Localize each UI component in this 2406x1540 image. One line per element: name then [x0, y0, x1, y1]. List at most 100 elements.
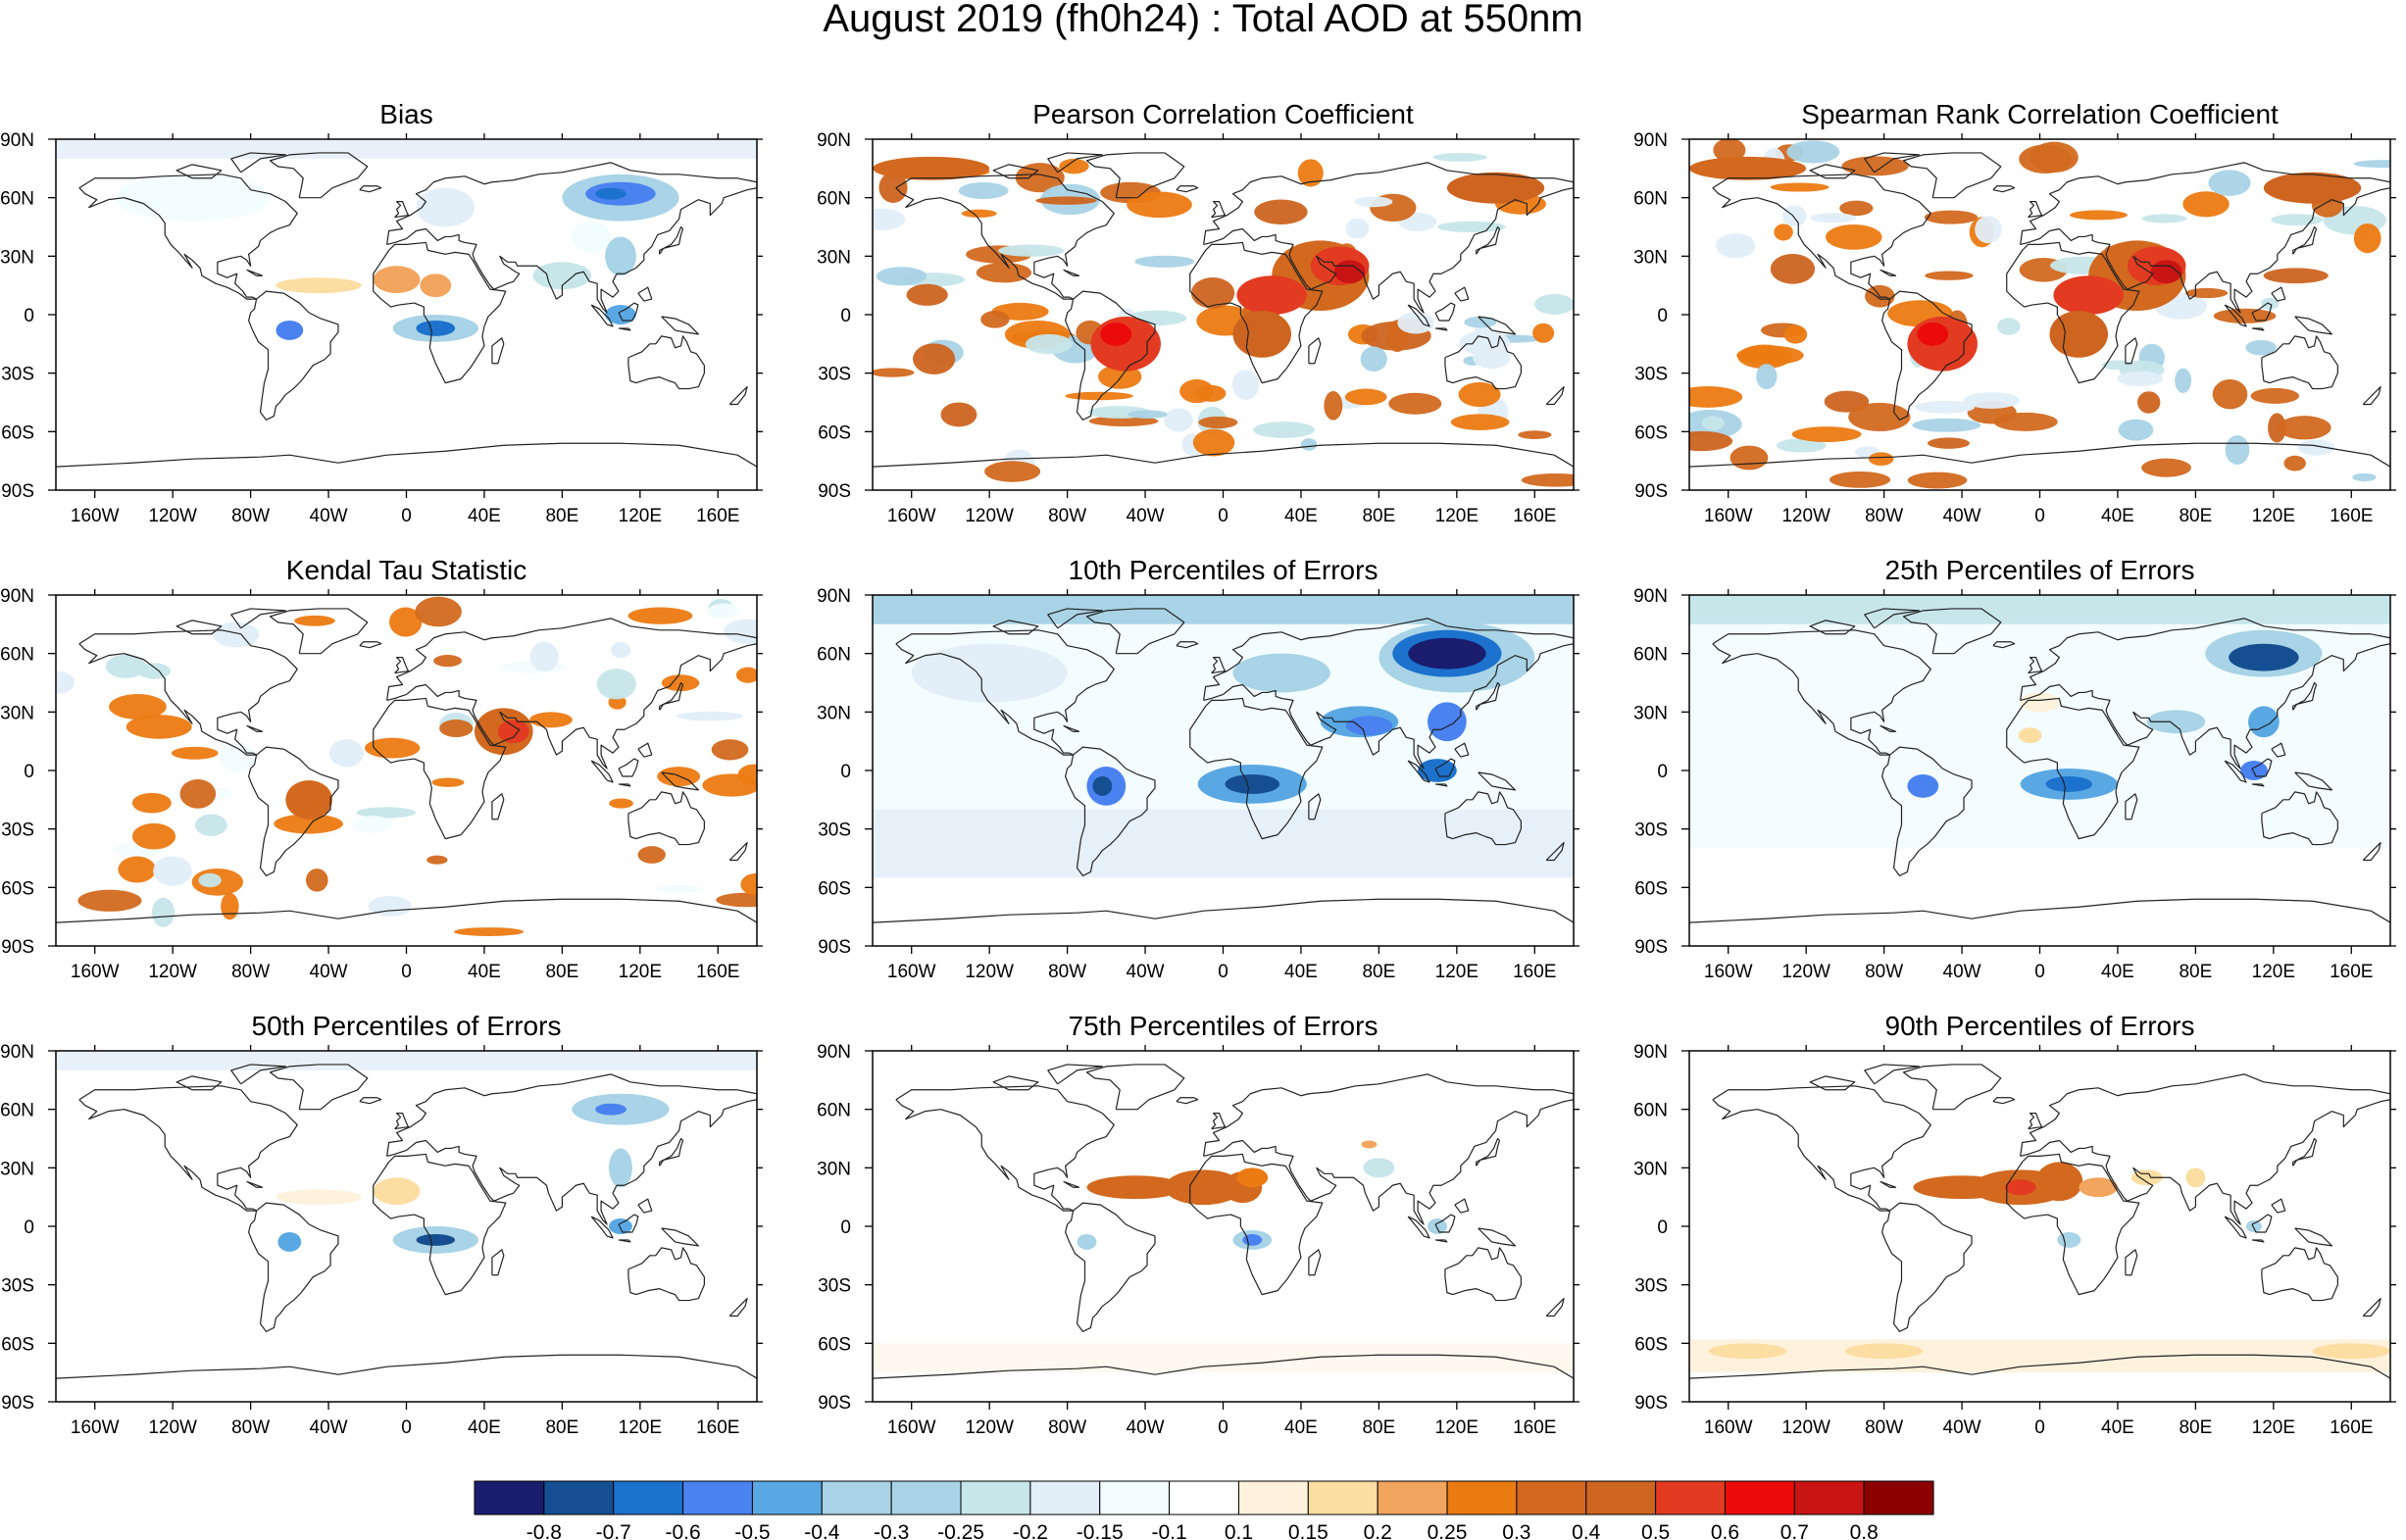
- map-panel: 90th Percentiles of Errors 160W 120W 80W 40W…: [1633, 1011, 2396, 1438]
- lon-label: 120W: [1781, 506, 1830, 526]
- lon-label: 160E: [2330, 1417, 2373, 1438]
- figure-title: August 2019 (fh0h24) : Total AOD at 550n…: [823, 0, 1582, 40]
- lat-label: 90S: [1634, 1393, 1668, 1414]
- lon-label: 120W: [1781, 962, 1830, 982]
- lon-label: 80W: [1865, 962, 1903, 982]
- lon-label: 160W: [1704, 506, 1753, 526]
- map-panel: Pearson Correlation Coefficient 160W 120W 8…: [817, 99, 1579, 526]
- map-area: [1689, 595, 2390, 946]
- lon-label: 120W: [965, 506, 1014, 526]
- lon-label: 120W: [148, 1417, 197, 1438]
- lat-label: 60N: [1633, 1101, 1668, 1121]
- lat-label: 30S: [1, 365, 34, 385]
- data-field: [56, 596, 757, 936]
- lon-label: 40E: [1284, 506, 1318, 526]
- lon-label: 80W: [1865, 1417, 1903, 1438]
- lat-label: 0: [1657, 1217, 1668, 1238]
- lon-label: 160E: [696, 1417, 739, 1438]
- panel-title: Bias: [379, 99, 432, 129]
- colorbar-swatch: [1029, 1480, 1101, 1515]
- lat-label: 60S: [1634, 1334, 1668, 1355]
- colorbar-swatch: [1863, 1480, 1934, 1515]
- lat-label: 30N: [1633, 703, 1668, 723]
- lon-label: 40E: [468, 962, 501, 982]
- lon-label: 120W: [148, 962, 197, 982]
- lon-label: 40E: [468, 1417, 501, 1438]
- lat-label: 90S: [818, 1393, 851, 1414]
- lat-label: 0: [1657, 306, 1668, 326]
- lat-label: 90N: [817, 1042, 851, 1063]
- lat-label: 30N: [817, 703, 851, 723]
- lat-label: 60S: [818, 1334, 851, 1355]
- map-panel: Spearman Rank Correlation Coefficient 160…: [1633, 99, 2396, 526]
- colorbar-label: 0.7: [1780, 1521, 1809, 1540]
- lon-label: 40E: [2101, 506, 2134, 526]
- panel-title: Spearman Rank Correlation Coefficient: [1801, 99, 2279, 129]
- coastlines: [873, 1065, 1574, 1378]
- lat-label: 90N: [0, 586, 34, 607]
- map-area: [1689, 139, 2390, 490]
- lon-label: 40E: [2101, 962, 2134, 982]
- colorbar-swatch: [1793, 1480, 1865, 1515]
- colorbar-label: 0.8: [1850, 1521, 1879, 1540]
- data-field: [56, 1051, 757, 1254]
- lat-label: 30N: [0, 247, 34, 268]
- lat-label: 90S: [1634, 481, 1668, 502]
- lat-label: 30S: [1634, 365, 1668, 385]
- lon-label: 40W: [1127, 962, 1165, 982]
- lon-label: 40W: [1127, 1417, 1165, 1438]
- lat-label: 60S: [1, 1334, 34, 1355]
- lon-label: 0: [2034, 962, 2045, 982]
- lat-label: 90S: [1, 481, 34, 502]
- lon-label: 80E: [545, 1417, 578, 1438]
- data-field: [873, 1140, 1574, 1373]
- coastlines: [873, 609, 1574, 922]
- lon-label: 160W: [71, 962, 120, 982]
- lon-label: 160E: [1513, 506, 1556, 526]
- panel-title: 25th Percentiles of Errors: [1885, 555, 2195, 585]
- coastlines: [56, 609, 757, 922]
- coastlines: [873, 153, 1574, 467]
- lon-label: 80E: [2179, 962, 2212, 982]
- lat-label: 60N: [817, 645, 851, 666]
- coastlines: [1689, 609, 2390, 922]
- coastlines: [56, 1065, 757, 1378]
- lon-label: 40W: [1943, 1417, 1981, 1438]
- colorbar-swatch: [1585, 1480, 1657, 1515]
- lon-label: 120E: [619, 506, 662, 526]
- lat-label: 60N: [817, 1101, 851, 1121]
- colorbar-swatch: [1516, 1480, 1587, 1515]
- data-field: [1689, 595, 2390, 849]
- lon-label: 160W: [1704, 1417, 1753, 1438]
- lon-label: 160W: [887, 506, 936, 526]
- colorbar-label: 0.4: [1572, 1521, 1601, 1540]
- colorbar-swatch: [543, 1480, 615, 1515]
- lat-label: 0: [840, 762, 851, 782]
- lat-label: 90S: [1634, 937, 1668, 958]
- lon-label: 40E: [468, 506, 501, 526]
- colorbar-swatch: [1446, 1480, 1518, 1515]
- colorbar-swatch: [682, 1480, 753, 1515]
- colorbar-label: -0.3: [874, 1521, 909, 1540]
- lat-label: 60S: [1, 422, 34, 443]
- panel-title: Kendal Tau Statistic: [286, 555, 526, 585]
- colorbar-label: -0.4: [804, 1521, 840, 1540]
- lon-label: 0: [1218, 962, 1228, 982]
- lon-label: 80E: [1362, 506, 1395, 526]
- map-panel: Kendal Tau Statistic 160W 120W 80W 40W 0 40E 80…: [0, 555, 763, 982]
- lon-label: 40E: [1284, 962, 1318, 982]
- lon-label: 40E: [1284, 1417, 1318, 1438]
- lat-label: 0: [1657, 762, 1668, 782]
- data-field: [873, 153, 1574, 487]
- map-area: [873, 139, 1574, 490]
- lon-label: 160E: [696, 506, 739, 526]
- lat-label: 60N: [0, 189, 34, 210]
- lat-label: 30N: [817, 1159, 851, 1179]
- lat-label: 60S: [1634, 878, 1668, 899]
- lon-label: 160E: [2330, 962, 2373, 982]
- lat-label: 0: [24, 306, 34, 326]
- lon-label: 120E: [2252, 1417, 2295, 1438]
- lon-label: 0: [1218, 1417, 1228, 1438]
- map-area: [873, 595, 1574, 946]
- panel-title: 90th Percentiles of Errors: [1885, 1011, 2195, 1041]
